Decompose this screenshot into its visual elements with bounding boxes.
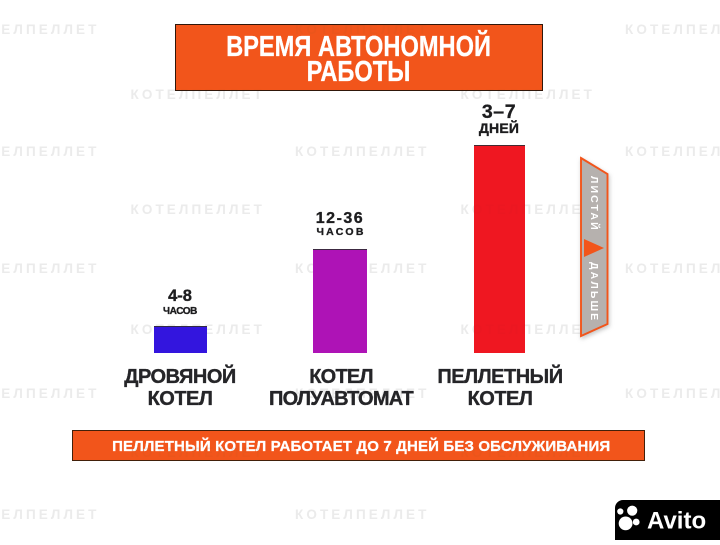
- svg-text:Avito: Avito: [647, 508, 706, 535]
